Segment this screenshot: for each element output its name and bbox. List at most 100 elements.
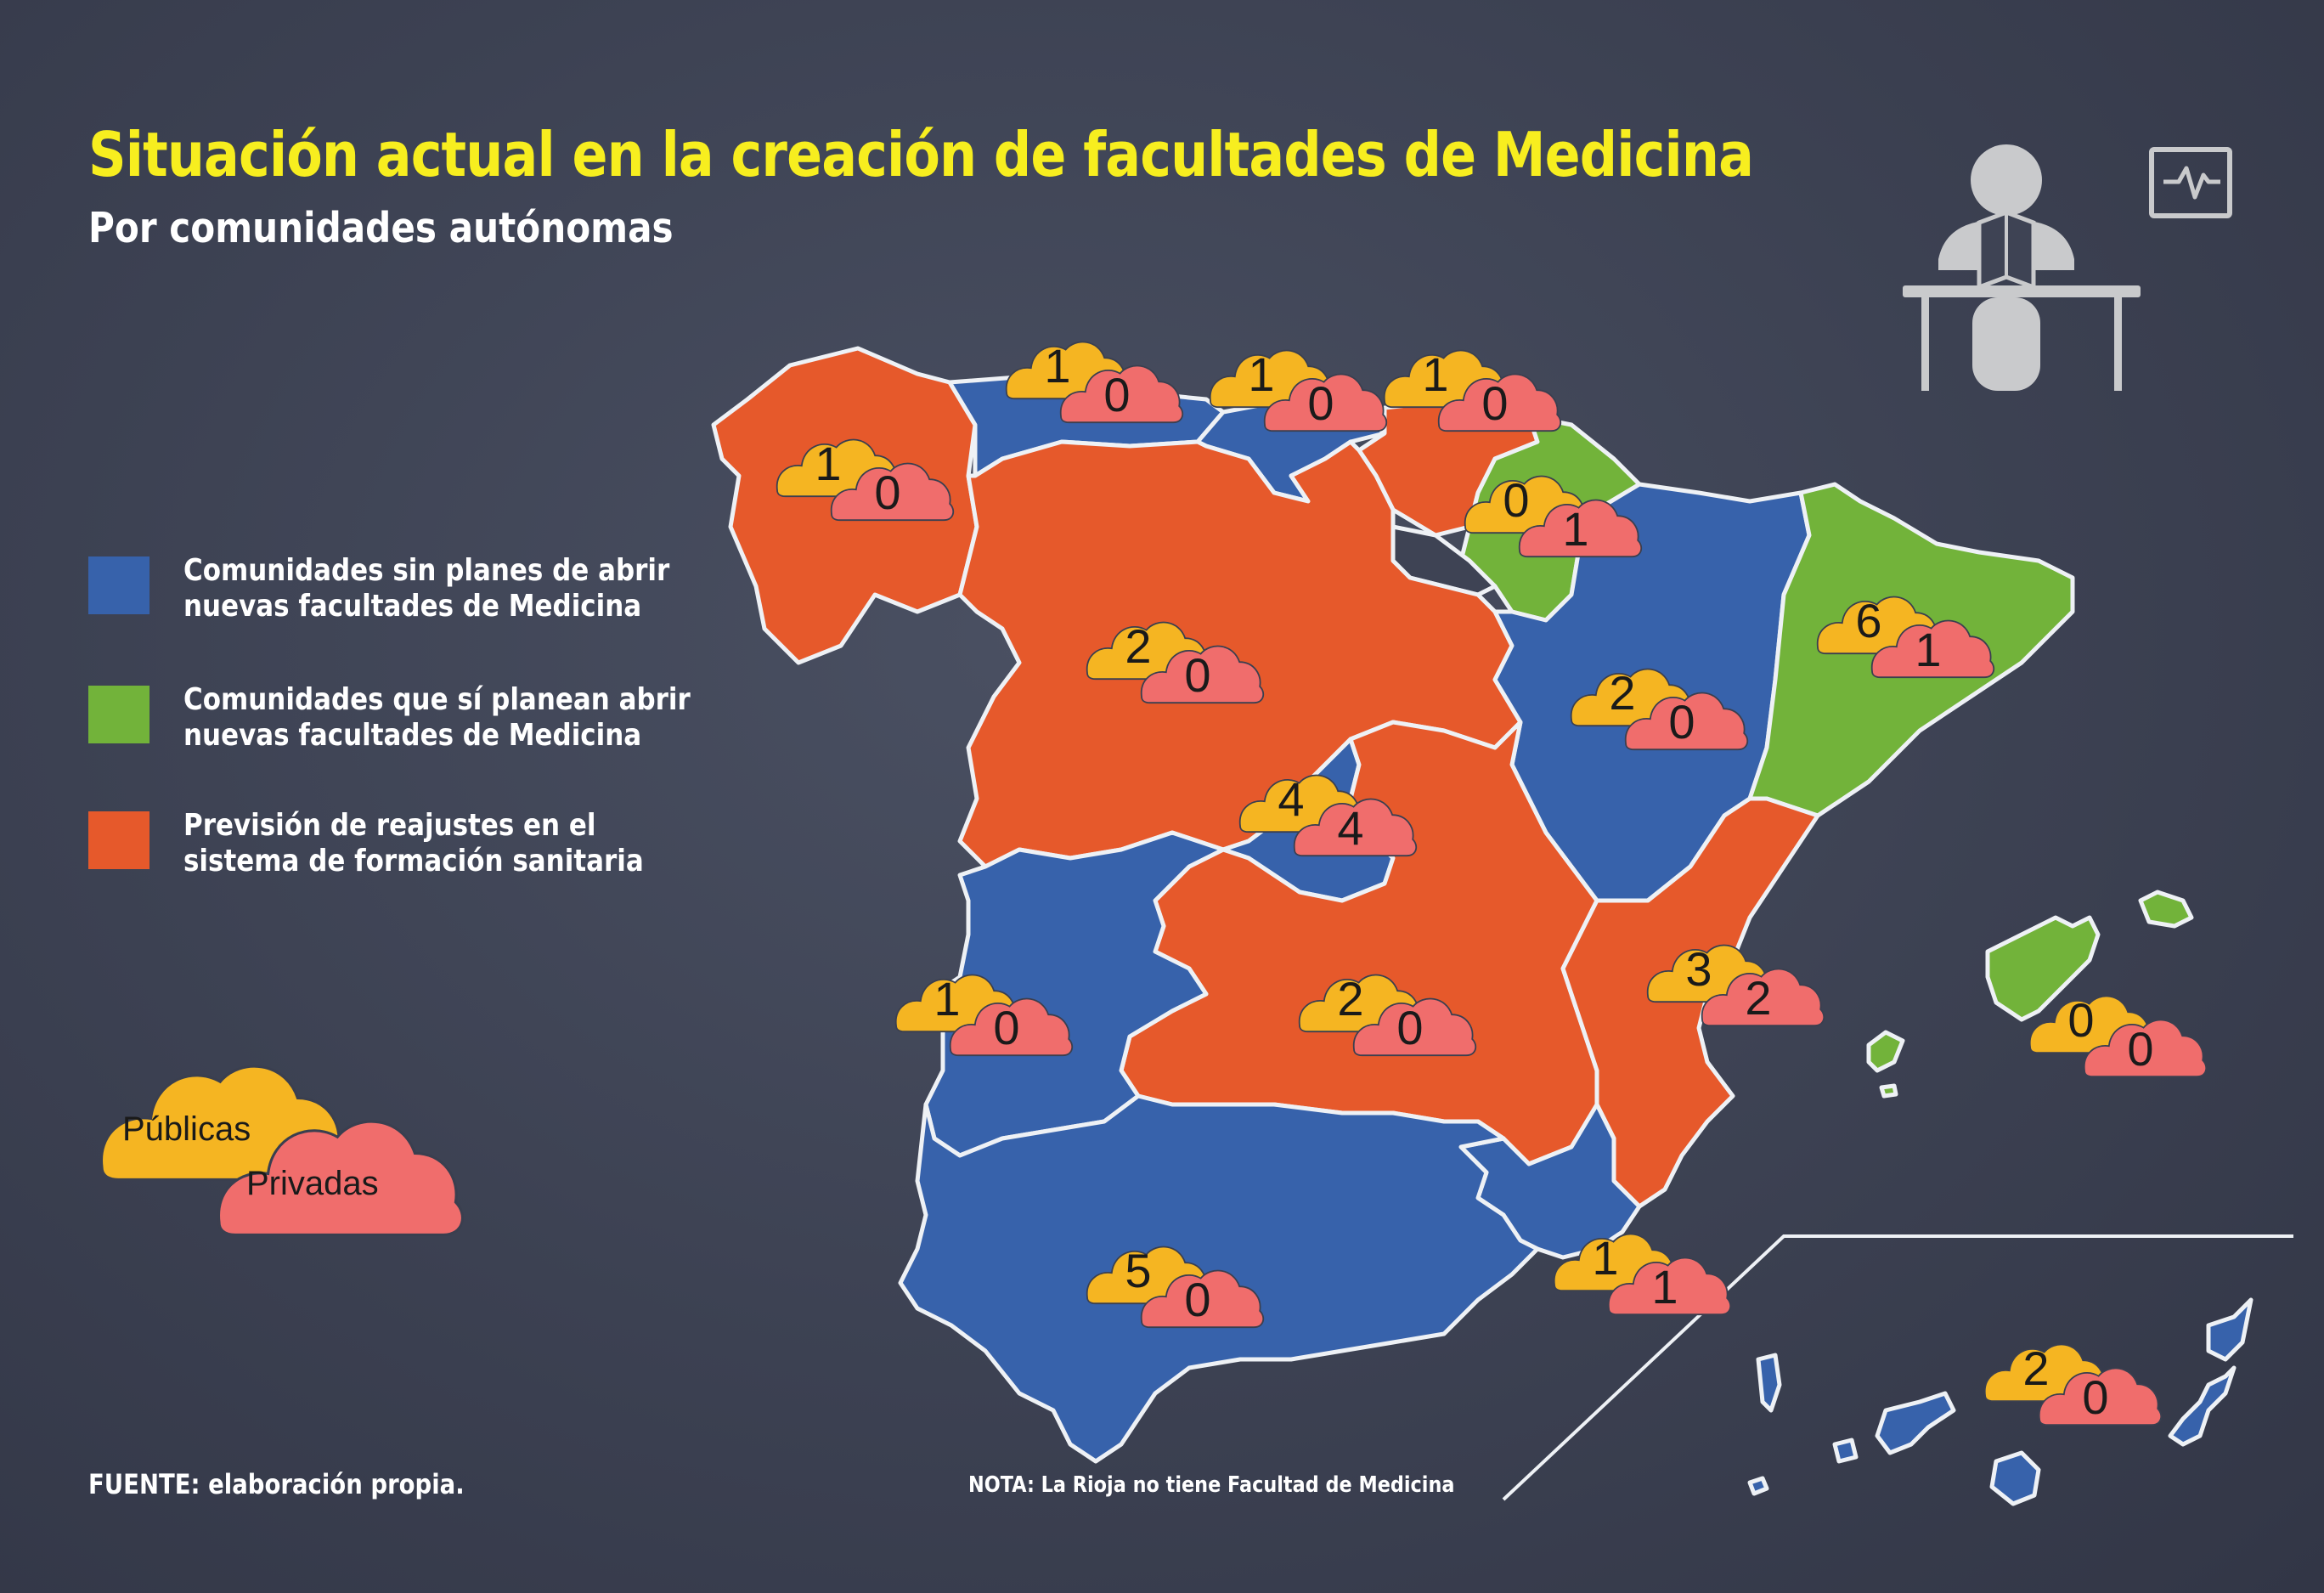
private-count: 1 [1562, 502, 1588, 556]
key-public-label: Públicas [122, 1110, 251, 1148]
island-formentera [1879, 1083, 1898, 1099]
legend-line: Comunidades que sí planean abrir [183, 682, 691, 717]
legend-swatch-blue [88, 556, 149, 614]
key-cloud-private [217, 1120, 464, 1236]
private-cloud [1437, 373, 1562, 432]
island-mallorca [1985, 915, 2101, 1022]
private-count: 0 [2127, 1022, 2153, 1076]
island-fuerteventura [2168, 1365, 2237, 1447]
region-badge: 00 [2028, 993, 2208, 1078]
private-cloud [1293, 798, 1418, 857]
page-subtitle: Por comunidades autónomas [88, 204, 674, 252]
region-badge: 20 [1570, 666, 1749, 751]
region-badge: 50 [1086, 1244, 1265, 1329]
private-cloud [2083, 1019, 2208, 1078]
legend-text-blue: Comunidades sin planes de abrir nuevas f… [183, 553, 709, 624]
public-count: 2 [1337, 972, 1363, 1025]
private-cloud [1624, 692, 1749, 751]
private-cloud [1059, 364, 1184, 424]
legend-line: Previsión de reajustes en el [183, 808, 596, 843]
region-badge: 10 [894, 972, 1074, 1057]
legend-text-orange: Previsión de reajustes en el sistema de … [183, 808, 709, 879]
private-cloud [1518, 499, 1643, 558]
region-badge: 10 [1209, 347, 1388, 432]
public-count: 1 [815, 437, 841, 490]
region-badge: 11 [1553, 1231, 1732, 1316]
region-badge: 10 [1005, 339, 1184, 424]
private-count: 0 [1668, 695, 1695, 748]
public-count: 6 [1855, 594, 1881, 647]
private-cloud [1352, 997, 1477, 1057]
public-count: 1 [1248, 347, 1274, 401]
region-badge: 20 [1086, 619, 1265, 704]
private-cloud [1263, 373, 1388, 432]
legend-swatch-orange [88, 811, 149, 869]
private-count: 0 [1184, 1273, 1210, 1326]
private-count: 0 [993, 1001, 1019, 1054]
public-count: 2 [1609, 666, 1635, 720]
region-badge: 20 [1298, 972, 1477, 1057]
private-cloud [830, 462, 955, 522]
rioja-note: NOTA: La Rioja no tiene Facultad de Medi… [968, 1472, 1455, 1498]
legend-swatch-green [88, 686, 149, 743]
region-badge: 44 [1238, 772, 1418, 857]
private-cloud [2038, 1367, 2163, 1426]
public-count: 2 [1125, 619, 1151, 673]
region-badge: 32 [1646, 942, 1825, 1027]
island-menorca [2138, 890, 2194, 929]
private-cloud [1140, 645, 1265, 704]
key-private-label: Privadas [246, 1165, 379, 1202]
private-count: 0 [874, 466, 900, 519]
legend-line: sistema de formación sanitaria [183, 844, 644, 878]
public-count: 1 [1044, 339, 1070, 393]
island-la-gomera [1832, 1438, 1859, 1464]
public-count: 1 [934, 972, 960, 1025]
private-count: 4 [1337, 801, 1363, 855]
student-reading-icon [1903, 144, 2141, 391]
legend-line: Comunidades sin planes de abrir [183, 553, 670, 588]
private-count: 0 [1396, 1001, 1423, 1054]
private-cloud [949, 997, 1074, 1057]
island-gran-canaria [1989, 1450, 2041, 1506]
public-count: 3 [1685, 942, 1712, 996]
public-count: 0 [2067, 993, 2094, 1047]
private-count: 0 [1481, 376, 1508, 430]
public-count: 1 [1422, 347, 1448, 401]
private-cloud [1140, 1269, 1265, 1329]
region-badge: 20 [1983, 1342, 2163, 1426]
private-count: 0 [2082, 1370, 2108, 1424]
key-cloud-group: Públicas Privadas [99, 1065, 464, 1236]
legend-text-green: Comunidades que sí planean abrir nuevas … [183, 682, 709, 754]
region-badge: 61 [1816, 594, 1995, 679]
private-cloud [1701, 968, 1825, 1027]
island-la-palma [1756, 1353, 1782, 1413]
monitor-heartbeat-icon [2149, 147, 2232, 218]
private-count: 1 [1651, 1260, 1678, 1313]
island-lanzarote [2206, 1297, 2253, 1362]
public-count: 0 [1503, 473, 1529, 527]
island-tenerife [1875, 1391, 1956, 1455]
private-cloud [1870, 619, 1995, 679]
island-el-hierro [1747, 1476, 1769, 1496]
region-badge: 10 [1383, 347, 1562, 432]
island-ibiza [1866, 1030, 1905, 1073]
public-count: 5 [1125, 1244, 1151, 1297]
page-title: Situación actual en la creación de facul… [88, 119, 1754, 190]
legend-line: nuevas facultades de Medicina [183, 718, 642, 753]
legend-line: nuevas facultades de Medicina [183, 589, 642, 624]
private-count: 0 [1103, 368, 1130, 421]
public-count: 4 [1278, 772, 1304, 826]
private-cloud [1607, 1257, 1732, 1316]
private-count: 0 [1184, 648, 1210, 702]
private-count: 0 [1307, 376, 1334, 430]
private-count: 1 [1915, 623, 1941, 676]
private-count: 2 [1745, 971, 1771, 1025]
public-count: 1 [1592, 1231, 1618, 1285]
canarias-inset-line [1502, 1234, 2293, 1501]
public-count: 2 [2022, 1342, 2049, 1395]
source-note: FUENTE: elaboración propia. [88, 1468, 465, 1500]
region-badge: 01 [1464, 473, 1643, 558]
region-badge: 10 [776, 437, 955, 522]
